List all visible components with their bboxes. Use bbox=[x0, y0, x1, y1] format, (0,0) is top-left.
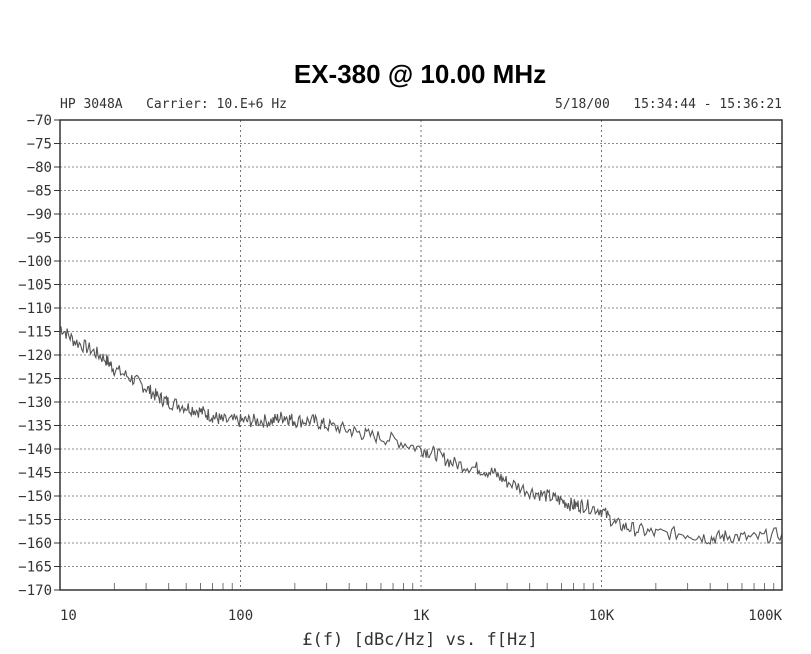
x-tick-label: 10K bbox=[589, 608, 615, 624]
y-tick-label: −105 bbox=[18, 278, 52, 294]
y-tick-label: −150 bbox=[18, 489, 52, 505]
grid bbox=[60, 119, 782, 591]
x-tick-label: 1K bbox=[413, 608, 430, 624]
y-tick-label: −155 bbox=[18, 513, 52, 529]
y-tick-label: −125 bbox=[18, 372, 52, 388]
y-tick-label: −85 bbox=[27, 184, 52, 200]
y-tick-label: −115 bbox=[18, 325, 52, 341]
y-tick-label: −145 bbox=[18, 466, 52, 482]
y-tick-label: −95 bbox=[27, 231, 52, 247]
chart-title: EX-380 @ 10.00 MHz bbox=[294, 59, 546, 89]
y-tick-label: −110 bbox=[18, 301, 52, 317]
y-tick-label: −135 bbox=[18, 419, 52, 435]
y-tick-label: −160 bbox=[18, 536, 52, 552]
plot-frame bbox=[59, 119, 783, 591]
y-tick-label: −80 bbox=[27, 160, 52, 176]
y-tick-label: −70 bbox=[27, 113, 52, 129]
x-tick-label: 100K bbox=[748, 608, 782, 624]
y-tick-label: −165 bbox=[18, 560, 52, 576]
series-layer bbox=[59, 326, 783, 546]
y-tick-label: −130 bbox=[18, 395, 52, 411]
y-tick-label: −170 bbox=[18, 583, 52, 599]
x-tick-label: 100 bbox=[228, 608, 253, 624]
measurement-timestamp: 5/18/00 15:34:44 - 15:36:21 bbox=[555, 97, 782, 112]
x-axis-label: £(f) [dBc/Hz] vs. f[Hz] bbox=[302, 630, 537, 650]
phase-noise-trace bbox=[59, 326, 783, 546]
y-tick-label: −120 bbox=[18, 348, 52, 364]
y-tick-label: −140 bbox=[18, 442, 52, 458]
y-axis: −70 −75 −80 −85 −90 −95 −100 −105 −110 −115 −120 −1… bbox=[18, 113, 782, 599]
x-tick-label: 10 bbox=[60, 608, 77, 624]
y-tick-label: −100 bbox=[18, 254, 52, 270]
x-axis: 10 100 1K 10K 100K bbox=[60, 608, 783, 624]
instrument-header: HP 3048A Carrier: 10.E+6 Hz bbox=[60, 97, 287, 112]
y-tick-label: −75 bbox=[27, 137, 52, 153]
y-tick-label: −90 bbox=[27, 207, 52, 223]
